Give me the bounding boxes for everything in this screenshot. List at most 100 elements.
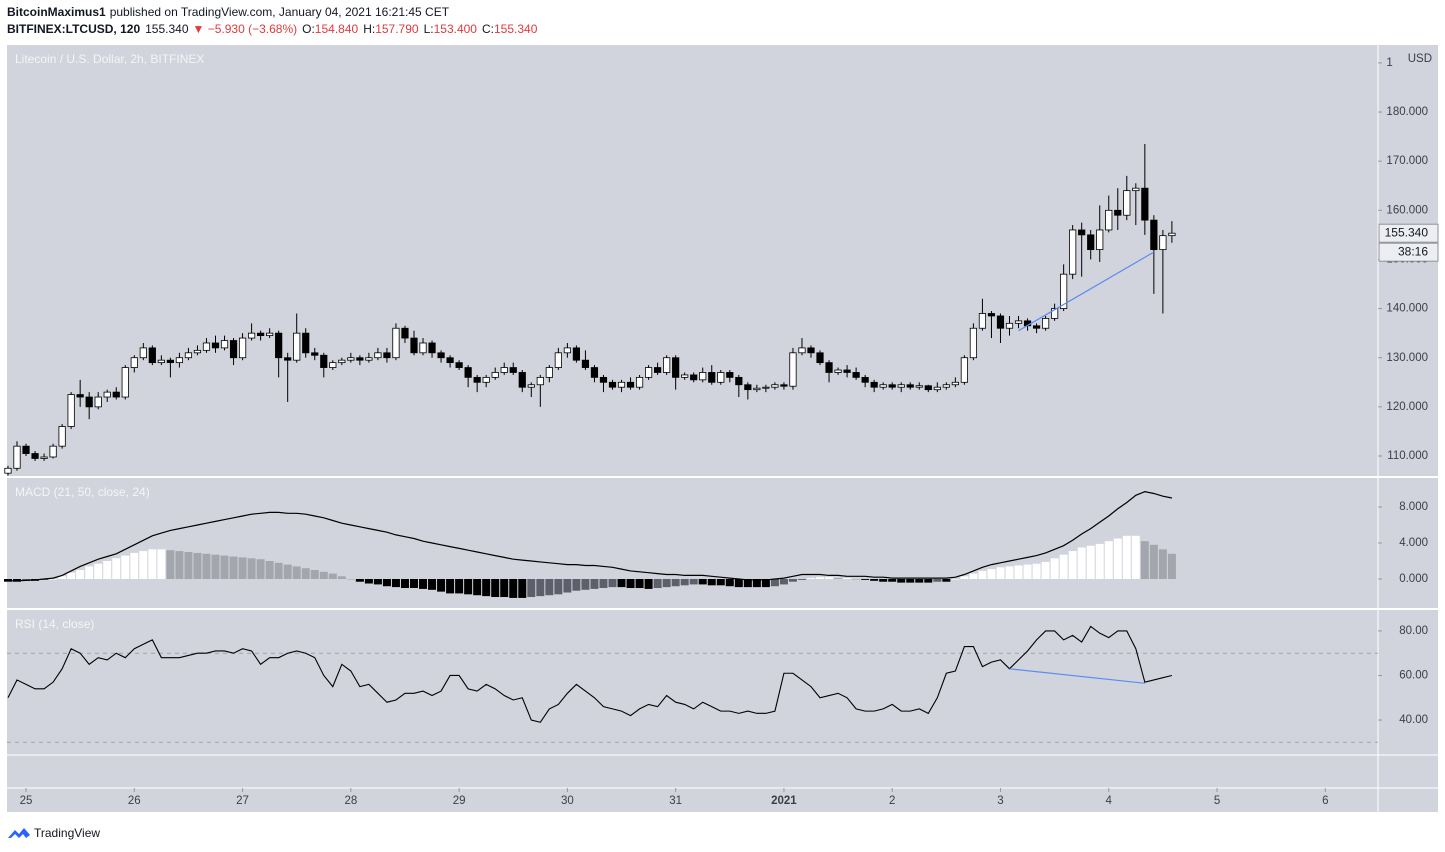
histogram-bar	[1131, 535, 1140, 580]
histogram-bar	[1032, 563, 1041, 580]
histogram-bar	[382, 579, 391, 587]
candle-body	[247, 332, 256, 339]
candle-body	[726, 372, 734, 378]
histogram-bar	[554, 579, 563, 595]
histogram-bar	[716, 579, 725, 586]
x-tick-label: 6	[1322, 795, 1328, 807]
histogram-bar	[996, 567, 1005, 580]
candle-body	[870, 381, 878, 388]
candle-body	[518, 372, 526, 388]
histogram-bar	[897, 579, 906, 583]
countdown-box	[1378, 242, 1439, 262]
histogram-bar	[834, 578, 843, 580]
candle-body	[1150, 219, 1158, 251]
x-tick-label: 2021	[771, 795, 797, 807]
candle-body	[1096, 229, 1104, 251]
histogram-bar	[1041, 561, 1050, 580]
x-tick-label: 25	[20, 795, 33, 807]
histogram-bar	[770, 579, 779, 587]
pane-legend: Litecoin / U.S. Dollar, 2h, BITFINEX	[15, 52, 204, 66]
histogram-bar	[870, 579, 879, 581]
candle-body	[690, 374, 698, 381]
histogram-bar	[843, 578, 852, 580]
candle-body	[67, 394, 75, 427]
candle-body	[1005, 322, 1014, 329]
histogram-bar	[626, 579, 635, 589]
candle-body	[85, 396, 93, 408]
candle-body	[1078, 229, 1086, 236]
histogram-bar	[1167, 553, 1176, 580]
y-tick-label: 60.00	[1399, 670, 1428, 682]
candle-body	[238, 337, 247, 359]
histogram-bar	[761, 579, 770, 588]
candle-body	[229, 340, 238, 359]
histogram-bar	[590, 579, 599, 589]
candle-body	[302, 332, 310, 354]
histogram-bar	[951, 579, 960, 580]
candle-body	[22, 445, 30, 454]
histogram-bar	[1122, 535, 1131, 580]
candle-body	[861, 376, 869, 383]
candle-body	[644, 367, 653, 378]
candle-body	[266, 332, 274, 337]
histogram-bar	[572, 579, 581, 591]
histogram-bar	[229, 556, 238, 580]
histogram-bar	[3, 579, 12, 582]
histogram-bar	[915, 579, 924, 583]
histogram-bar	[644, 579, 653, 589]
candle-body	[58, 426, 66, 447]
ohlc-value: 153.400	[434, 22, 478, 36]
countdown: 38:16	[1398, 244, 1428, 258]
histogram-bar	[473, 579, 482, 596]
histogram-bar	[319, 571, 328, 580]
histogram-bar	[193, 552, 202, 580]
candle-body	[635, 376, 644, 388]
candle-body	[383, 352, 391, 359]
candle-body	[834, 369, 842, 373]
histogram-bar	[256, 559, 265, 580]
candle-body	[76, 394, 84, 398]
histogram-bar	[112, 558, 121, 580]
published: published on TradingView.com, January 04…	[110, 5, 450, 19]
histogram-bar	[545, 579, 554, 596]
candle-body	[888, 384, 896, 388]
candle-body	[473, 376, 481, 383]
histogram-bar	[103, 561, 112, 580]
candle-body	[428, 342, 436, 354]
histogram-bar	[563, 579, 572, 593]
author: BitcoinMaximus1	[7, 5, 106, 19]
candle-body	[798, 347, 806, 354]
candle-body	[401, 327, 409, 339]
y-tick-label: 8.000	[1399, 501, 1428, 513]
candle-body	[500, 367, 508, 373]
histogram-bar	[211, 554, 220, 580]
histogram-bar	[680, 579, 689, 586]
candle-body	[175, 357, 184, 364]
histogram-bar	[292, 566, 301, 580]
histogram-bar	[184, 552, 193, 580]
ohlc-value: 157.790	[375, 22, 419, 36]
candle-body	[193, 349, 202, 354]
histogram-bar	[752, 579, 761, 588]
histogram-bar	[536, 579, 545, 597]
candle-body	[581, 359, 590, 368]
histogram-bar	[527, 579, 536, 598]
candle-body	[1051, 308, 1059, 319]
candle-body	[4, 467, 12, 474]
candle-body	[1060, 273, 1068, 309]
histogram-bar	[1050, 558, 1059, 580]
x-tick-label: 2	[889, 795, 895, 807]
candle-body	[599, 376, 608, 383]
candle-body	[329, 362, 337, 368]
logo	[8, 828, 30, 838]
histogram-bar	[1149, 544, 1158, 580]
candle-body	[762, 386, 770, 389]
histogram-bar	[816, 577, 825, 580]
histogram-bar	[942, 579, 951, 582]
histogram-bar	[1005, 566, 1014, 580]
candle-body	[284, 357, 292, 361]
trendline	[1009, 668, 1145, 684]
histogram-bar	[446, 579, 455, 594]
y-tick-label: 170.000	[1386, 155, 1428, 167]
candle-body	[996, 315, 1005, 329]
